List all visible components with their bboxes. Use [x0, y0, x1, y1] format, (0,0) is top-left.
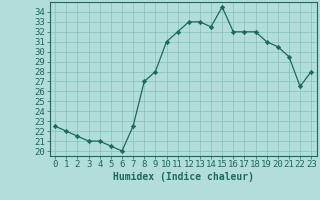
X-axis label: Humidex (Indice chaleur): Humidex (Indice chaleur): [113, 172, 254, 182]
